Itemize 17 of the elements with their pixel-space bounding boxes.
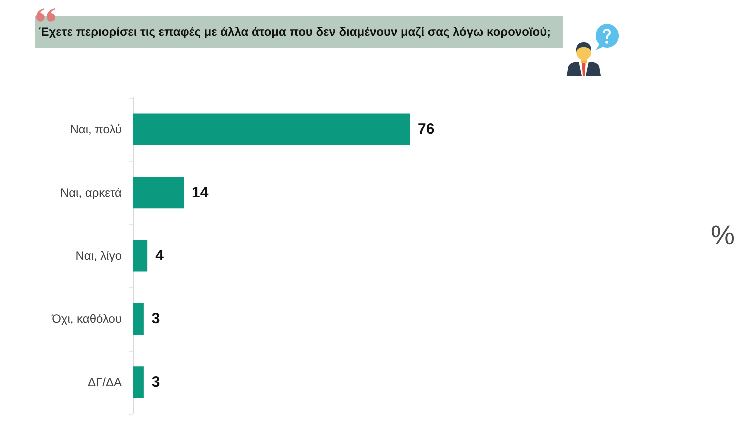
data-label: 14: [192, 184, 210, 202]
bar: [133, 240, 148, 272]
y-tick-label: Ναι, λίγο: [76, 249, 122, 263]
bar: [133, 114, 410, 146]
data-label: 3: [152, 310, 160, 328]
data-label: 3: [152, 374, 160, 391]
bar: [133, 366, 144, 398]
chart-title: Έχετε περιορίσει τις επαφές με άλλα άτομα που δεν διαμένουν μαζί σας λόγω κορονοϊού;: [39, 25, 552, 39]
y-tick-label: Ναι, αρκετά: [60, 186, 122, 200]
text: %: [710, 220, 736, 250]
bar: [133, 177, 184, 209]
bar: [133, 303, 144, 335]
data-label: 76: [418, 121, 435, 138]
y-tick-label: Ναι, πολύ: [70, 122, 122, 137]
y-tick-label: ΔΓ/ΔΑ: [88, 375, 122, 390]
y-tick-label: Όχι, καθόλου: [51, 312, 122, 326]
data-label: 4: [156, 248, 165, 264]
